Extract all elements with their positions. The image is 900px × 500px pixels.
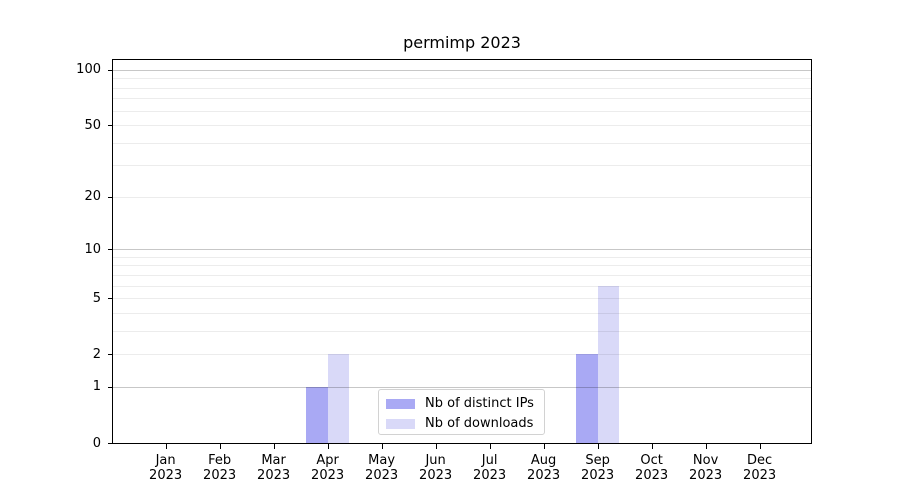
x-tick-label-aug: Aug 2023 [512,453,576,483]
minor-gridline-60 [113,110,811,112]
plot-inner [113,60,811,443]
x-tick-label-dec: Dec 2023 [728,453,792,483]
x-tick-year-text: 2023 [149,468,183,483]
x-tick-mark-dec [759,444,761,449]
x-tick-month-text: Apr [316,453,339,468]
y-tick-label-10: 10 [84,241,101,257]
minor-gridline-50 [113,125,811,126]
x-tick-year-text: 2023 [419,468,453,483]
x-tick-mark-mar [273,444,275,449]
y-tick-label-100: 100 [76,62,101,78]
x-tick-month-text: Aug [530,453,557,468]
y-tick-mark-1 [108,386,113,388]
minor-gridline-70 [113,98,811,100]
x-tick-mark-aug [543,444,545,449]
x-tick-label-jun: Jun 2023 [404,453,468,483]
x-tick-month-text: May [368,453,396,468]
x-tick-year-text: 2023 [365,468,399,483]
major-gridline-1 [113,386,811,388]
bar-downloads-apr [327,354,350,443]
legend-swatch-downloads [386,419,415,429]
y-tick-label-5: 5 [92,290,101,306]
x-tick-label-nov: Nov 2023 [674,453,738,483]
legend: Nb of distinct IPs Nb of downloads [378,389,545,435]
legend-item-downloads: Nb of downloads [379,414,544,434]
x-tick-mark-oct [651,444,653,449]
minor-gridline-3 [113,330,811,332]
x-tick-label-jan: Jan 2023 [134,453,198,483]
minor-gridline-80 [113,87,811,89]
x-tick-month-text: Mar [261,453,286,468]
minor-gridline-20 [113,196,811,198]
x-tick-month-text: Sep [585,453,610,468]
x-tick-year-text: 2023 [689,468,723,483]
x-tick-month-text: Feb [208,453,232,468]
minor-gridline-6 [113,285,811,287]
major-gridline-100 [113,69,811,71]
x-tick-year-text: 2023 [203,468,237,483]
legend-swatch-distinct-ips [386,399,415,409]
bar-distinct-ips-apr [306,386,328,443]
y-tick-mark-20 [108,196,113,198]
y-tick-label-2: 2 [92,346,101,362]
x-tick-mark-jul [489,444,491,449]
y-tick-mark-2 [108,354,113,356]
y-tick-mark-100 [108,69,113,71]
x-tick-year-text: 2023 [635,468,669,483]
x-tick-mark-apr [327,444,329,449]
x-tick-month-text: Jan [155,453,176,468]
minor-gridline-40 [113,142,811,144]
minor-gridline-4 [113,312,811,314]
legend-item-distinct-ips: Nb of distinct IPs [379,394,544,414]
x-tick-month-text: Nov [692,453,719,468]
x-tick-mark-may [381,444,383,449]
minor-gridline-8 [113,265,811,267]
y-tick-label-20: 20 [84,189,101,205]
y-tick-label-50: 50 [84,117,101,133]
minor-gridline-90 [113,78,811,80]
legend-label-downloads: Nb of downloads [425,416,534,431]
x-tick-mark-sep [597,444,599,449]
minor-gridline-9 [113,256,811,258]
x-tick-label-may: May 2023 [350,453,414,483]
x-tick-label-oct: Oct 2023 [620,453,684,483]
bar-downloads-sep [597,285,620,443]
y-tick-mark-0 [108,443,113,444]
minor-gridline-5 [113,298,811,300]
x-tick-year-text: 2023 [473,468,507,483]
bar-distinct-ips-sep [576,354,598,443]
x-tick-label-mar: Mar 2023 [242,453,306,483]
x-tick-mark-feb [219,444,221,449]
y-tick-label-1: 1 [92,379,101,395]
major-gridline-10 [113,249,811,251]
x-tick-month-text: Jun [425,453,446,468]
x-tick-year-text: 2023 [743,468,777,483]
x-tick-label-feb: Feb 2023 [188,453,252,483]
y-tick-mark-5 [108,298,113,300]
x-tick-mark-jan [165,444,167,449]
x-tick-mark-jun [435,444,437,449]
plot-area [112,59,812,444]
x-tick-month-text: Oct [640,453,663,468]
x-tick-year-text: 2023 [527,468,561,483]
minor-gridline-30 [113,165,811,167]
y-tick-label-0: 0 [92,435,101,451]
x-tick-month-text: Dec [747,453,773,468]
minor-gridline-7 [113,274,811,276]
x-tick-label-jul: Jul 2023 [458,453,522,483]
x-tick-year-text: 2023 [581,468,615,483]
y-tick-mark-10 [108,249,113,251]
x-tick-year-text: 2023 [257,468,291,483]
legend-label-distinct-ips: Nb of distinct IPs [425,396,534,411]
y-tick-mark-50 [108,125,113,126]
x-tick-label-sep: Sep 2023 [566,453,630,483]
x-tick-month-text: Jul [481,453,498,468]
chart-title: permimp 2023 [403,33,521,52]
x-tick-label-apr: Apr 2023 [296,453,360,483]
minor-gridline-2 [113,354,811,356]
x-tick-mark-nov [705,444,707,449]
x-tick-year-text: 2023 [311,468,345,483]
